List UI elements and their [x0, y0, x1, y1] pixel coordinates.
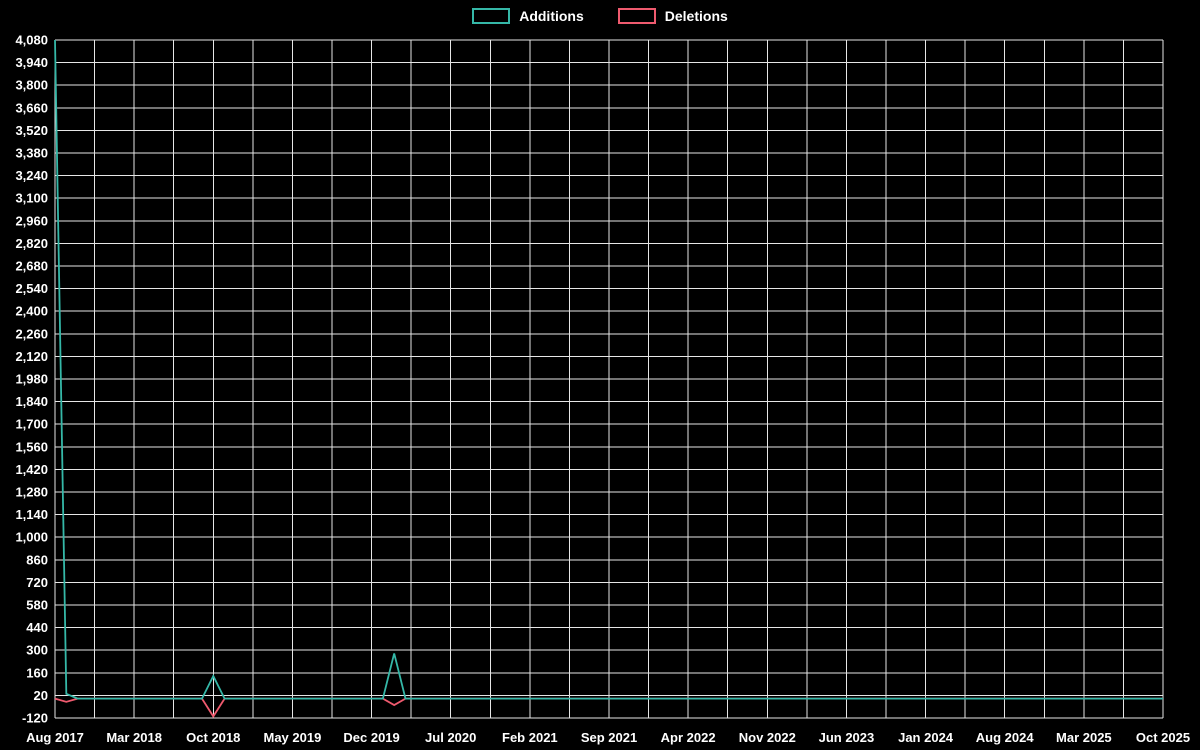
axis-labels: 4,080 3,940 3,800 3,660 3,520 3,380 3,240 3,100…	[15, 33, 1190, 746]
y-tick-label: 720	[26, 575, 48, 590]
x-tick-label: Aug 2024	[976, 730, 1035, 745]
y-tick-label: 1,980	[15, 372, 48, 387]
y-tick-label: 1,000	[15, 530, 48, 545]
y-tick-label: 1,420	[15, 462, 48, 477]
data-series	[54, 39, 1163, 719]
chart-legend: Additions Deletions	[0, 7, 1200, 25]
y-tick-label: 3,800	[15, 78, 48, 93]
legend-item-deletions: Deletions	[617, 7, 728, 25]
x-tick-label: Sep 2021	[581, 730, 637, 745]
legend-item-additions: Additions	[472, 7, 584, 25]
deletions-swatch-icon	[617, 8, 656, 24]
y-tick-label: 4,080	[15, 33, 48, 48]
x-tick-label: Jan 2024	[898, 730, 954, 745]
y-tick-label: 2,680	[15, 259, 48, 274]
y-tick-label: 2,960	[15, 213, 48, 228]
y-tick-label: 300	[26, 643, 48, 658]
y-tick-label: 3,660	[15, 100, 48, 115]
grid-lines	[54, 39, 1164, 719]
x-tick-label: May 2019	[264, 730, 322, 745]
x-tick-label: Oct 2025	[1136, 730, 1190, 745]
x-tick-label: Mar 2018	[106, 730, 162, 745]
y-tick-label: 3,520	[15, 123, 48, 138]
y-tick-label: 3,240	[15, 168, 48, 183]
x-tick-label: Nov 2022	[739, 730, 796, 745]
legend-label-additions: Additions	[519, 8, 584, 24]
y-tick-label: 20	[34, 688, 48, 703]
legend-label-deletions: Deletions	[664, 8, 728, 24]
y-tick-label: 2,820	[15, 236, 48, 251]
x-tick-label: Jul 2020	[425, 730, 476, 745]
y-tick-label: 2,260	[15, 326, 48, 341]
y-tick-label: 1,700	[15, 417, 48, 432]
y-tick-label: 2,400	[15, 304, 48, 319]
y-tick-label: 3,940	[15, 55, 48, 70]
x-tick-label: Apr 2022	[661, 730, 716, 745]
y-tick-label: 860	[26, 552, 48, 567]
y-tick-label: 3,380	[15, 146, 48, 161]
series-line-additions	[54, 39, 1163, 700]
additions-swatch-icon	[472, 8, 511, 24]
x-tick-label: Feb 2021	[502, 730, 558, 745]
y-tick-label: 160	[26, 665, 48, 680]
y-tick-label: 3,100	[15, 191, 48, 206]
x-tick-label: Jun 2023	[819, 730, 875, 745]
x-tick-label: Dec 2019	[343, 730, 399, 745]
y-tick-label: 1,140	[15, 507, 48, 522]
x-tick-label: Oct 2018	[186, 730, 240, 745]
x-tick-label: Mar 2025	[1056, 730, 1112, 745]
y-tick-label: 2,540	[15, 281, 48, 296]
y-tick-label: 1,280	[15, 485, 48, 500]
y-tick-label: 1,840	[15, 394, 48, 409]
y-tick-label: -120	[22, 711, 48, 726]
y-tick-label: 2,120	[15, 349, 48, 364]
y-tick-label: 440	[26, 620, 48, 635]
x-tick-label: Aug 2017	[26, 730, 84, 745]
y-tick-label: 1,560	[15, 439, 48, 454]
y-tick-label: 580	[26, 598, 48, 613]
